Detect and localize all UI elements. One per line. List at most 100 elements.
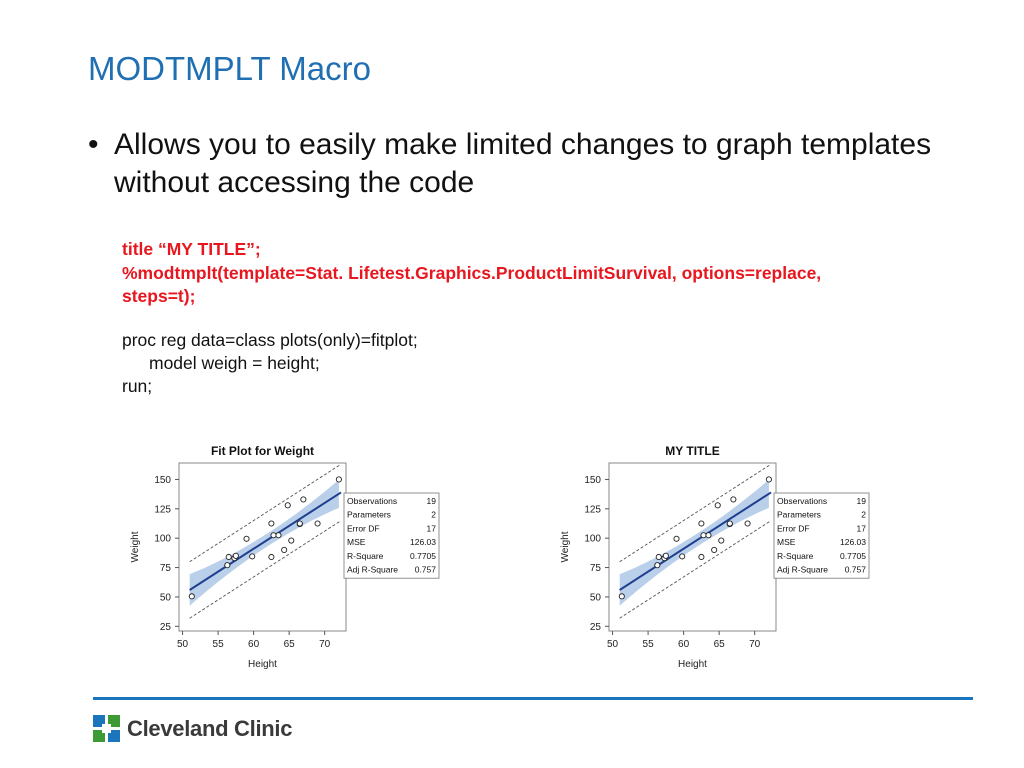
- prediction-limit-upper: [189, 463, 342, 563]
- x-axis-label: Height: [248, 659, 277, 670]
- data-point: [662, 552, 669, 559]
- stats-value: 17: [427, 523, 437, 533]
- data-point: [730, 496, 737, 503]
- fit-plot-weight: Fit Plot for Weight 50 55 60 65 70 25 50 75 100 12…: [130, 444, 440, 670]
- x-tick-label: 55: [213, 639, 225, 650]
- data-point: [225, 553, 232, 561]
- stats-value: 0.757: [845, 565, 867, 575]
- code-line: model weigh = height;: [149, 353, 320, 373]
- data-point: [275, 532, 282, 539]
- data-point: [281, 546, 288, 553]
- bullet-item: • Allows you to easily make limited chan…: [88, 126, 968, 202]
- prediction-limit-lower: [189, 520, 342, 619]
- x-tick-label: 70: [319, 639, 331, 650]
- data-point: [700, 532, 707, 539]
- logo-text: Cleveland Clinic: [127, 715, 293, 741]
- code-line: %modtmplt(template=Stat. Lifetest.Graphi…: [122, 262, 822, 283]
- data-point: [718, 537, 725, 544]
- y-tick-label: 150: [584, 475, 601, 486]
- stats-value: 0.7705: [840, 551, 866, 561]
- y-tick-label: 100: [584, 534, 601, 545]
- stats-value: 17: [857, 523, 867, 533]
- fit-plot-my-title: MY TITLE 50 55 60 65 70 25 50 75 100 125 150 Height W…: [560, 444, 870, 670]
- data-point: [300, 496, 307, 503]
- code-block-macro: title “MY TITLE”; %modtmplt(template=Sta…: [122, 238, 821, 309]
- stats-value: 19: [857, 496, 867, 506]
- y-tick-label: 125: [154, 504, 171, 515]
- data-point: [679, 553, 686, 560]
- code-line: proc reg data=class plots(only)=fitplot;: [122, 330, 418, 350]
- data-point: [654, 562, 661, 569]
- stats-label: MSE: [777, 537, 796, 547]
- y-tick-label: 50: [160, 592, 172, 603]
- stats-value: 2: [861, 510, 866, 520]
- stats-value: 0.7705: [410, 551, 436, 561]
- data-point: [284, 502, 291, 509]
- prediction-limit-upper: [619, 463, 772, 563]
- y-tick-label: 150: [154, 475, 171, 486]
- data-point: [296, 520, 303, 527]
- data-point: [673, 535, 680, 542]
- y-tick-label: 75: [590, 563, 602, 574]
- data-point: [618, 593, 625, 600]
- prediction-limit-lower: [619, 520, 772, 619]
- data-point: [705, 532, 712, 539]
- data-point: [249, 553, 256, 560]
- x-tick-label: 60: [678, 639, 690, 650]
- stats-table: [343, 492, 440, 579]
- data-point: [744, 520, 751, 527]
- stats-label: Observations: [347, 496, 397, 506]
- stats-value: 126.03: [840, 537, 866, 547]
- footer-divider: [93, 697, 973, 700]
- data-point: [270, 532, 277, 539]
- slide-title: MODTMPLT Macro: [88, 50, 371, 87]
- x-tick-label: 50: [607, 639, 619, 650]
- data-point: [655, 553, 662, 561]
- stats-value: 2: [431, 510, 436, 520]
- x-tick-label: 55: [643, 639, 655, 650]
- code-line: steps=t);: [122, 286, 196, 306]
- plot-title: Fit Plot for Weight: [211, 444, 314, 458]
- stats-label: Adj R-Square: [777, 565, 828, 575]
- stats-label: Adj R-Square: [347, 565, 398, 575]
- fit-line: [619, 491, 772, 591]
- stats-label: Error DF: [347, 523, 380, 533]
- data-point: [268, 520, 275, 527]
- x-tick-label: 70: [749, 639, 761, 650]
- data-point: [243, 535, 250, 542]
- bullet-dot-icon: •: [88, 128, 99, 161]
- y-axis-label: Weight: [560, 531, 571, 562]
- cleveland-clinic-logo: Cleveland Clinic: [93, 715, 292, 742]
- y-axis-label: Weight: [130, 531, 141, 562]
- cleveland-clinic-logo-icon: [93, 715, 120, 742]
- code-line: run;: [122, 376, 153, 396]
- data-point: [188, 593, 195, 600]
- data-point: [714, 502, 721, 509]
- data-point: [335, 476, 342, 483]
- data-point: [224, 562, 231, 569]
- y-tick-label: 50: [590, 592, 602, 603]
- y-tick-label: 125: [584, 504, 601, 515]
- y-tick-label: 100: [154, 534, 171, 545]
- fit-line: [189, 491, 342, 591]
- data-point: [726, 520, 733, 527]
- stats-label: Parameters: [347, 510, 391, 520]
- data-point: [288, 537, 295, 544]
- bullet-text: Allows you to easily make limited change…: [114, 128, 932, 199]
- y-tick-label: 75: [160, 563, 172, 574]
- stats-table: [773, 492, 870, 579]
- plot-title: MY TITLE: [665, 444, 719, 458]
- data-point: [268, 553, 275, 561]
- x-axis-label: Height: [678, 659, 707, 670]
- data-point: [698, 520, 705, 527]
- stats-label: R-Square: [347, 551, 384, 561]
- y-tick-label: 25: [590, 622, 602, 633]
- stats-label: Observations: [777, 496, 827, 506]
- stats-value: 19: [427, 496, 437, 506]
- stats-label: Parameters: [777, 510, 821, 520]
- stats-value: 126.03: [410, 537, 436, 547]
- data-point: [232, 552, 239, 559]
- x-tick-label: 50: [177, 639, 189, 650]
- stats-label: Error DF: [777, 523, 810, 533]
- stats-label: R-Square: [777, 551, 814, 561]
